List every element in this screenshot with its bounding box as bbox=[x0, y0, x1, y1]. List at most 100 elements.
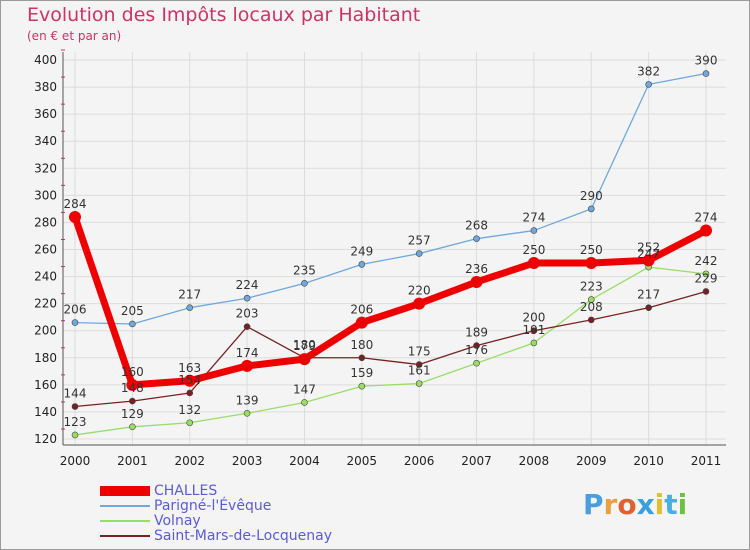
data-label: 249 bbox=[350, 244, 373, 258]
series-0 bbox=[69, 211, 712, 391]
proxiti-logo: Proxiti bbox=[583, 488, 687, 521]
data-point bbox=[645, 304, 652, 312]
x-tick-label: 2009 bbox=[576, 454, 607, 468]
data-point bbox=[702, 270, 710, 278]
y-tick-label: 160 bbox=[34, 378, 57, 392]
data-label: 290 bbox=[580, 189, 603, 203]
data-point bbox=[129, 423, 136, 431]
data-point bbox=[702, 288, 710, 295]
series-2 bbox=[71, 263, 710, 439]
data-point bbox=[587, 316, 595, 324]
data-label: 144 bbox=[64, 387, 87, 401]
data-point bbox=[183, 374, 196, 387]
x-tick-label: 2006 bbox=[404, 454, 435, 468]
data-label: 206 bbox=[64, 303, 87, 317]
data-label: 274 bbox=[522, 211, 545, 225]
data-point bbox=[69, 211, 81, 224]
data-point bbox=[645, 81, 652, 88]
axes: 120 140 160 180 200 220 240 260 280 300 320 340 360 3… bbox=[34, 49, 726, 468]
data-label: 179 bbox=[293, 339, 316, 353]
data-label: 235 bbox=[293, 263, 316, 277]
logo-letter: i bbox=[677, 488, 688, 521]
data-point bbox=[298, 353, 311, 366]
legend-label: CHALLES bbox=[154, 483, 218, 499]
data-label: 129 bbox=[121, 407, 144, 421]
data-point bbox=[530, 327, 538, 335]
data-point bbox=[587, 205, 595, 213]
data-label: 257 bbox=[408, 234, 431, 248]
x-tick-label: 2000 bbox=[60, 454, 91, 468]
series-1 bbox=[71, 70, 710, 328]
data-point bbox=[71, 403, 79, 410]
series-lines bbox=[69, 70, 712, 439]
data-label: 132 bbox=[178, 403, 201, 417]
data-point bbox=[358, 261, 366, 268]
data-label: 236 bbox=[465, 262, 488, 276]
y-tick-label: 400 bbox=[34, 53, 57, 67]
y-tick-label: 320 bbox=[34, 161, 57, 175]
data-point bbox=[71, 431, 79, 439]
data-label: 123 bbox=[64, 415, 87, 429]
data-point bbox=[473, 342, 480, 349]
data-label: 191 bbox=[522, 323, 545, 337]
series-line bbox=[74, 290, 707, 408]
data-label: 229 bbox=[695, 271, 718, 285]
data-label: 274 bbox=[695, 211, 718, 225]
legend-label: Parigné-l'Évêque bbox=[154, 498, 272, 514]
data-point bbox=[530, 227, 538, 234]
logo-letter: t bbox=[664, 488, 678, 521]
data-label: 139 bbox=[236, 393, 259, 407]
y-tick-label: 300 bbox=[34, 188, 57, 202]
data-point bbox=[241, 359, 254, 372]
legend-swatch bbox=[100, 535, 150, 537]
data-label: 176 bbox=[465, 343, 488, 357]
data-point bbox=[413, 297, 426, 310]
y-tick-label: 340 bbox=[34, 134, 57, 148]
data-label: 208 bbox=[580, 300, 603, 314]
data-label: 206 bbox=[350, 303, 373, 317]
data-label: 159 bbox=[350, 366, 373, 380]
data-point bbox=[358, 354, 366, 362]
data-point bbox=[470, 275, 483, 288]
y-tick-label: 280 bbox=[34, 215, 57, 229]
data-point bbox=[358, 382, 366, 390]
x-tick-label: 2005 bbox=[347, 454, 378, 468]
y-tick-label: 220 bbox=[34, 297, 57, 311]
data-label: 160 bbox=[121, 365, 144, 379]
y-tick-label: 120 bbox=[34, 432, 57, 446]
data-label: 180 bbox=[293, 338, 316, 352]
data-label: 205 bbox=[121, 304, 144, 318]
y-tick-label: 240 bbox=[34, 270, 57, 284]
data-label: 250 bbox=[580, 243, 603, 257]
x-tick-label: 2008 bbox=[519, 454, 550, 468]
legend-swatch bbox=[100, 520, 150, 522]
data-label: 180 bbox=[350, 338, 373, 352]
logo-letter: i bbox=[654, 488, 665, 521]
data-point bbox=[587, 296, 595, 303]
data-label: 224 bbox=[236, 278, 259, 292]
series-line bbox=[74, 72, 707, 325]
data-point bbox=[527, 257, 540, 270]
data-point bbox=[126, 378, 139, 391]
data-label: 252 bbox=[637, 240, 660, 254]
data-label: 174 bbox=[236, 346, 259, 360]
data-label: 242 bbox=[695, 254, 718, 268]
data-label: 223 bbox=[580, 280, 603, 294]
y-tick-label: 180 bbox=[34, 351, 57, 365]
legend-label: Volnay bbox=[154, 513, 201, 529]
data-point bbox=[129, 320, 136, 328]
data-label: 390 bbox=[695, 54, 718, 68]
data-point bbox=[186, 419, 194, 427]
y-tick-label: 380 bbox=[34, 80, 57, 94]
data-label: 161 bbox=[408, 364, 431, 378]
y-tick-label: 200 bbox=[34, 324, 57, 338]
data-label: 200 bbox=[522, 311, 545, 325]
data-point bbox=[585, 257, 598, 270]
data-point bbox=[243, 409, 251, 417]
data-point bbox=[243, 294, 251, 302]
x-tick-label: 2004 bbox=[289, 454, 320, 468]
data-point bbox=[473, 359, 480, 367]
data-label: 250 bbox=[522, 243, 545, 257]
data-label: 268 bbox=[465, 219, 488, 233]
data-label: 220 bbox=[408, 284, 431, 298]
